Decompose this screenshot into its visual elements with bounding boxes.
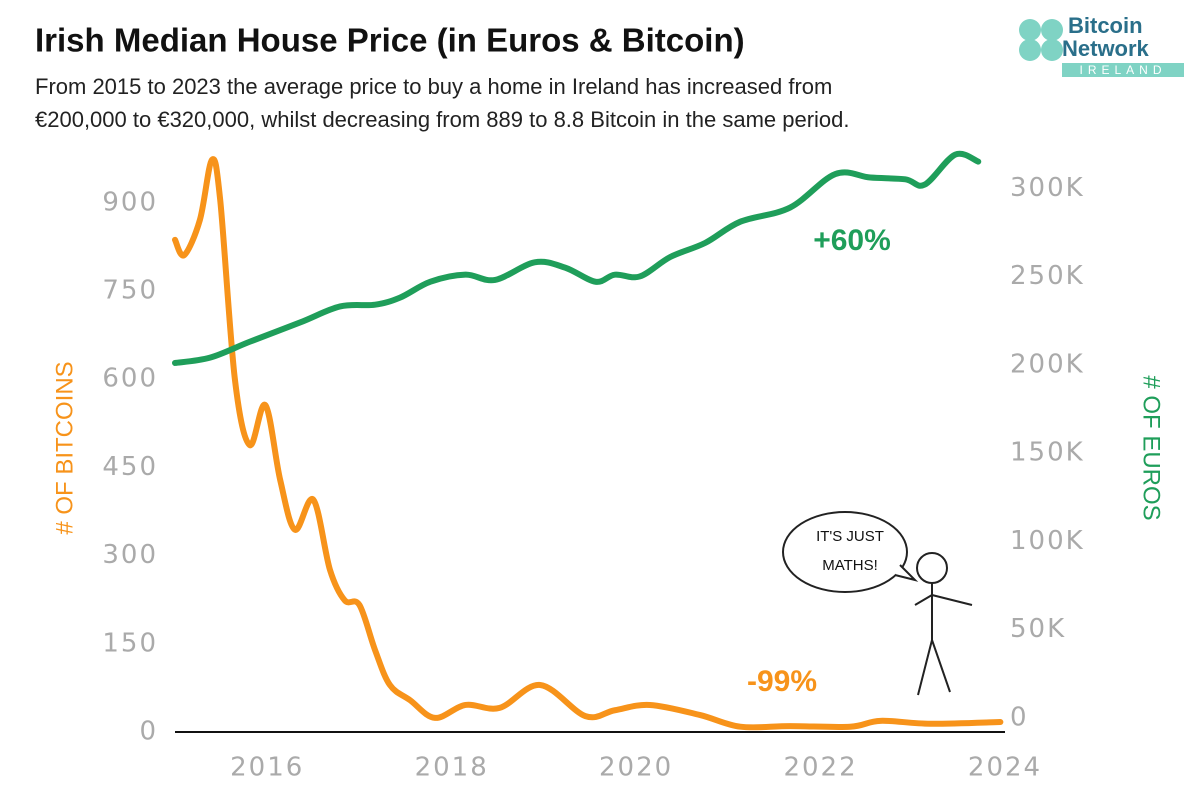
y-tick-label: 750: [102, 276, 158, 306]
bubble-text: MATHS!: [822, 557, 878, 574]
logo-text: IRELAND: [1079, 63, 1166, 77]
speech-tail: [894, 564, 919, 582]
subtitle: €200,000 to €320,000, whilst decreasing …: [35, 107, 850, 132]
x-tick-label: 2024: [968, 753, 1042, 783]
subtitle: From 2015 to 2023 the average price to b…: [35, 74, 832, 99]
logo: Bitcoin Network IRELAND: [1019, 13, 1184, 77]
annotation: -99%: [747, 665, 817, 698]
y2-tick-label: 100K: [1010, 526, 1085, 556]
y-tick-label: 0: [139, 717, 158, 747]
y2-tick-label: 150K: [1010, 438, 1085, 468]
data-line: [172, 150, 982, 366]
logo-leaf: [1041, 19, 1063, 41]
x-tick-label: 2020: [599, 753, 673, 783]
logo-leaf: [1019, 39, 1041, 61]
y2-tick-label: 0: [1010, 703, 1029, 733]
bubble-text: IT'S JUST: [816, 528, 884, 545]
cartoon: IT'S JUST MATHS!: [782, 511, 973, 696]
data-line: [172, 156, 1004, 731]
chart-title: Irish Median House Price (in Euros & Bit…: [35, 22, 745, 59]
logo-band: [1062, 63, 1184, 77]
y-axis-label: # OF BITCOINS: [51, 361, 78, 534]
y-tick-label: 150: [102, 628, 158, 658]
x-tick-label: 2022: [783, 753, 857, 783]
y2-tick-label: 50K: [1010, 614, 1066, 644]
logo-leaf: [1019, 19, 1041, 41]
figure-head: [916, 552, 948, 584]
logo-leaf: [1041, 39, 1063, 61]
logo-text: Bitcoin: [1068, 13, 1143, 38]
logo-text: Network: [1062, 36, 1150, 61]
y-tick-label: 300: [102, 540, 158, 570]
annotation: +60%: [813, 224, 891, 257]
x-tick-label: 2016: [230, 753, 304, 783]
figure-body: [914, 583, 973, 696]
y-tick-label: 450: [102, 452, 158, 482]
y-tick-label: 900: [102, 187, 158, 217]
y2-tick-label: 250K: [1010, 261, 1085, 291]
y2-axis-label: # OF EUROS: [1138, 375, 1165, 520]
y2-tick-label: 300K: [1010, 173, 1085, 203]
speech-bubble: [782, 511, 908, 593]
y-tick-label: 600: [102, 364, 158, 394]
x-tick-label: 2018: [415, 753, 489, 783]
y2-tick-label: 200K: [1010, 349, 1085, 379]
